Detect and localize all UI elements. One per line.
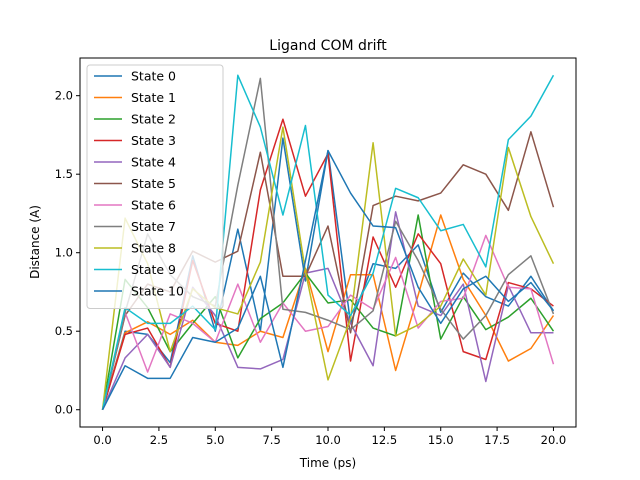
legend-label: State 2 xyxy=(131,112,176,127)
y-tick-label: 1.0 xyxy=(55,246,73,260)
chart-title: Ligand COM drift xyxy=(269,38,387,54)
y-axis-label: Distance (A) xyxy=(28,205,42,279)
legend-label: State 7 xyxy=(131,219,176,234)
x-axis: 0.0 2.5 5.0 7.5 10.0 12.5 15.0 17.5 20.0 xyxy=(93,427,566,447)
x-tick-label: 15.0 xyxy=(428,433,454,447)
legend-label: State 6 xyxy=(131,198,176,213)
x-tick-label: 12.5 xyxy=(372,433,398,447)
series-line-state-8 xyxy=(101,126,555,410)
legend-label: State 3 xyxy=(131,133,176,148)
x-tick-label: 20.0 xyxy=(541,433,567,447)
legend-label: State 8 xyxy=(131,241,176,256)
series-line-state-4 xyxy=(101,211,554,411)
x-tick-label: 5.0 xyxy=(206,433,224,447)
legend-label: State 9 xyxy=(131,262,176,277)
x-tick-label: 2.5 xyxy=(150,433,168,447)
x-tick-label: 7.5 xyxy=(262,433,280,447)
y-tick-label: 0.0 xyxy=(55,403,73,417)
series-line-state-10 xyxy=(101,149,555,411)
legend: State 0 State 1 State 2 State 3 State 4 State… xyxy=(86,64,224,309)
x-tick-label: 10.0 xyxy=(315,433,341,447)
y-axis: 0.0 0.5 1.0 1.5 2.0 xyxy=(55,89,80,417)
y-tick-label: 1.5 xyxy=(55,167,73,181)
series-line-state-9 xyxy=(101,74,555,410)
y-tick-label: 0.5 xyxy=(55,324,73,338)
legend-label: State 4 xyxy=(131,155,176,170)
x-tick-label: 17.5 xyxy=(484,433,510,447)
x-axis-label: Time (ps) xyxy=(299,456,356,470)
legend-label: State 5 xyxy=(131,176,176,191)
y-tick-label: 2.0 xyxy=(55,89,73,103)
legend-label: State 0 xyxy=(131,69,176,84)
legend-label: State 1 xyxy=(131,90,176,105)
legend-label: State 10 xyxy=(131,284,184,299)
x-tick-label: 0.0 xyxy=(93,433,111,447)
